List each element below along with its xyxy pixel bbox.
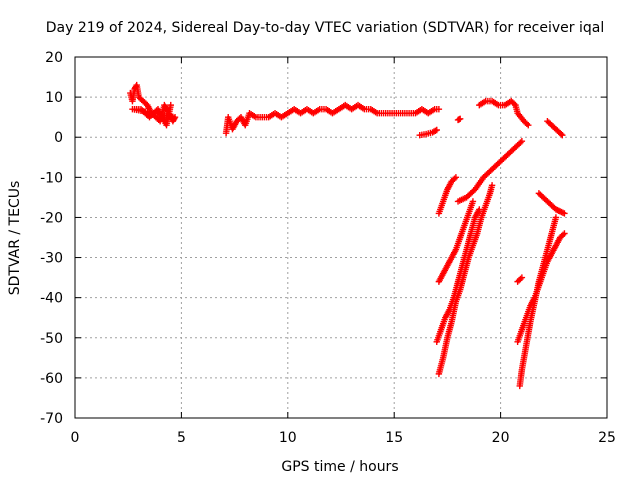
y-tick-label: -10 — [40, 170, 63, 186]
y-tick-label: -40 — [40, 291, 63, 307]
data-point — [561, 230, 568, 237]
y-tick-label: -50 — [40, 331, 63, 347]
x-axis-label: GPS time / hours — [281, 459, 398, 475]
x-tick-label: 25 — [598, 430, 616, 446]
y-tick-label: 10 — [45, 90, 63, 106]
data-point — [517, 275, 524, 283]
data-point — [558, 131, 565, 138]
data-point — [456, 115, 464, 122]
data-point — [559, 231, 567, 239]
data-point — [433, 126, 440, 134]
data-point — [559, 132, 566, 139]
data-point — [167, 101, 174, 109]
y-tick-label: -20 — [40, 210, 63, 226]
grid — [75, 57, 607, 418]
y-tick-label: -60 — [40, 371, 63, 387]
data-point — [452, 174, 460, 181]
x-tick-label: 10 — [279, 430, 297, 446]
axis-ticks: 0 5 10 15 20 25 20 10 0 -10 -20 -30 -40 -50 -60 -70 — [40, 50, 616, 446]
x-tick-label: 0 — [71, 430, 80, 446]
data-point — [561, 210, 568, 217]
data-point — [432, 127, 439, 135]
data-point — [469, 198, 477, 205]
y-axis-label: SDTVAR / TECUs — [7, 181, 23, 296]
y-tick-label: 20 — [45, 50, 63, 66]
y-tick-label: -70 — [40, 411, 63, 427]
x-tick-label: 20 — [492, 430, 510, 446]
data-point — [435, 105, 443, 113]
y-tick-label: -30 — [40, 251, 63, 267]
data-point — [518, 274, 526, 281]
data-point — [523, 120, 531, 128]
data-point — [510, 100, 518, 107]
chart-title: Day 219 of 2024, Sidereal Day-to-day VTE… — [46, 20, 604, 36]
data-point — [517, 139, 524, 146]
data-points — [127, 81, 568, 390]
data-point — [488, 182, 496, 189]
x-tick-label: 15 — [385, 430, 403, 446]
data-point — [525, 121, 532, 129]
x-tick-label: 5 — [177, 430, 186, 446]
data-point — [451, 175, 458, 182]
plot-frame — [74, 56, 608, 419]
data-point — [552, 214, 560, 221]
y-tick-label: 0 — [54, 130, 63, 146]
data-point — [518, 138, 526, 145]
